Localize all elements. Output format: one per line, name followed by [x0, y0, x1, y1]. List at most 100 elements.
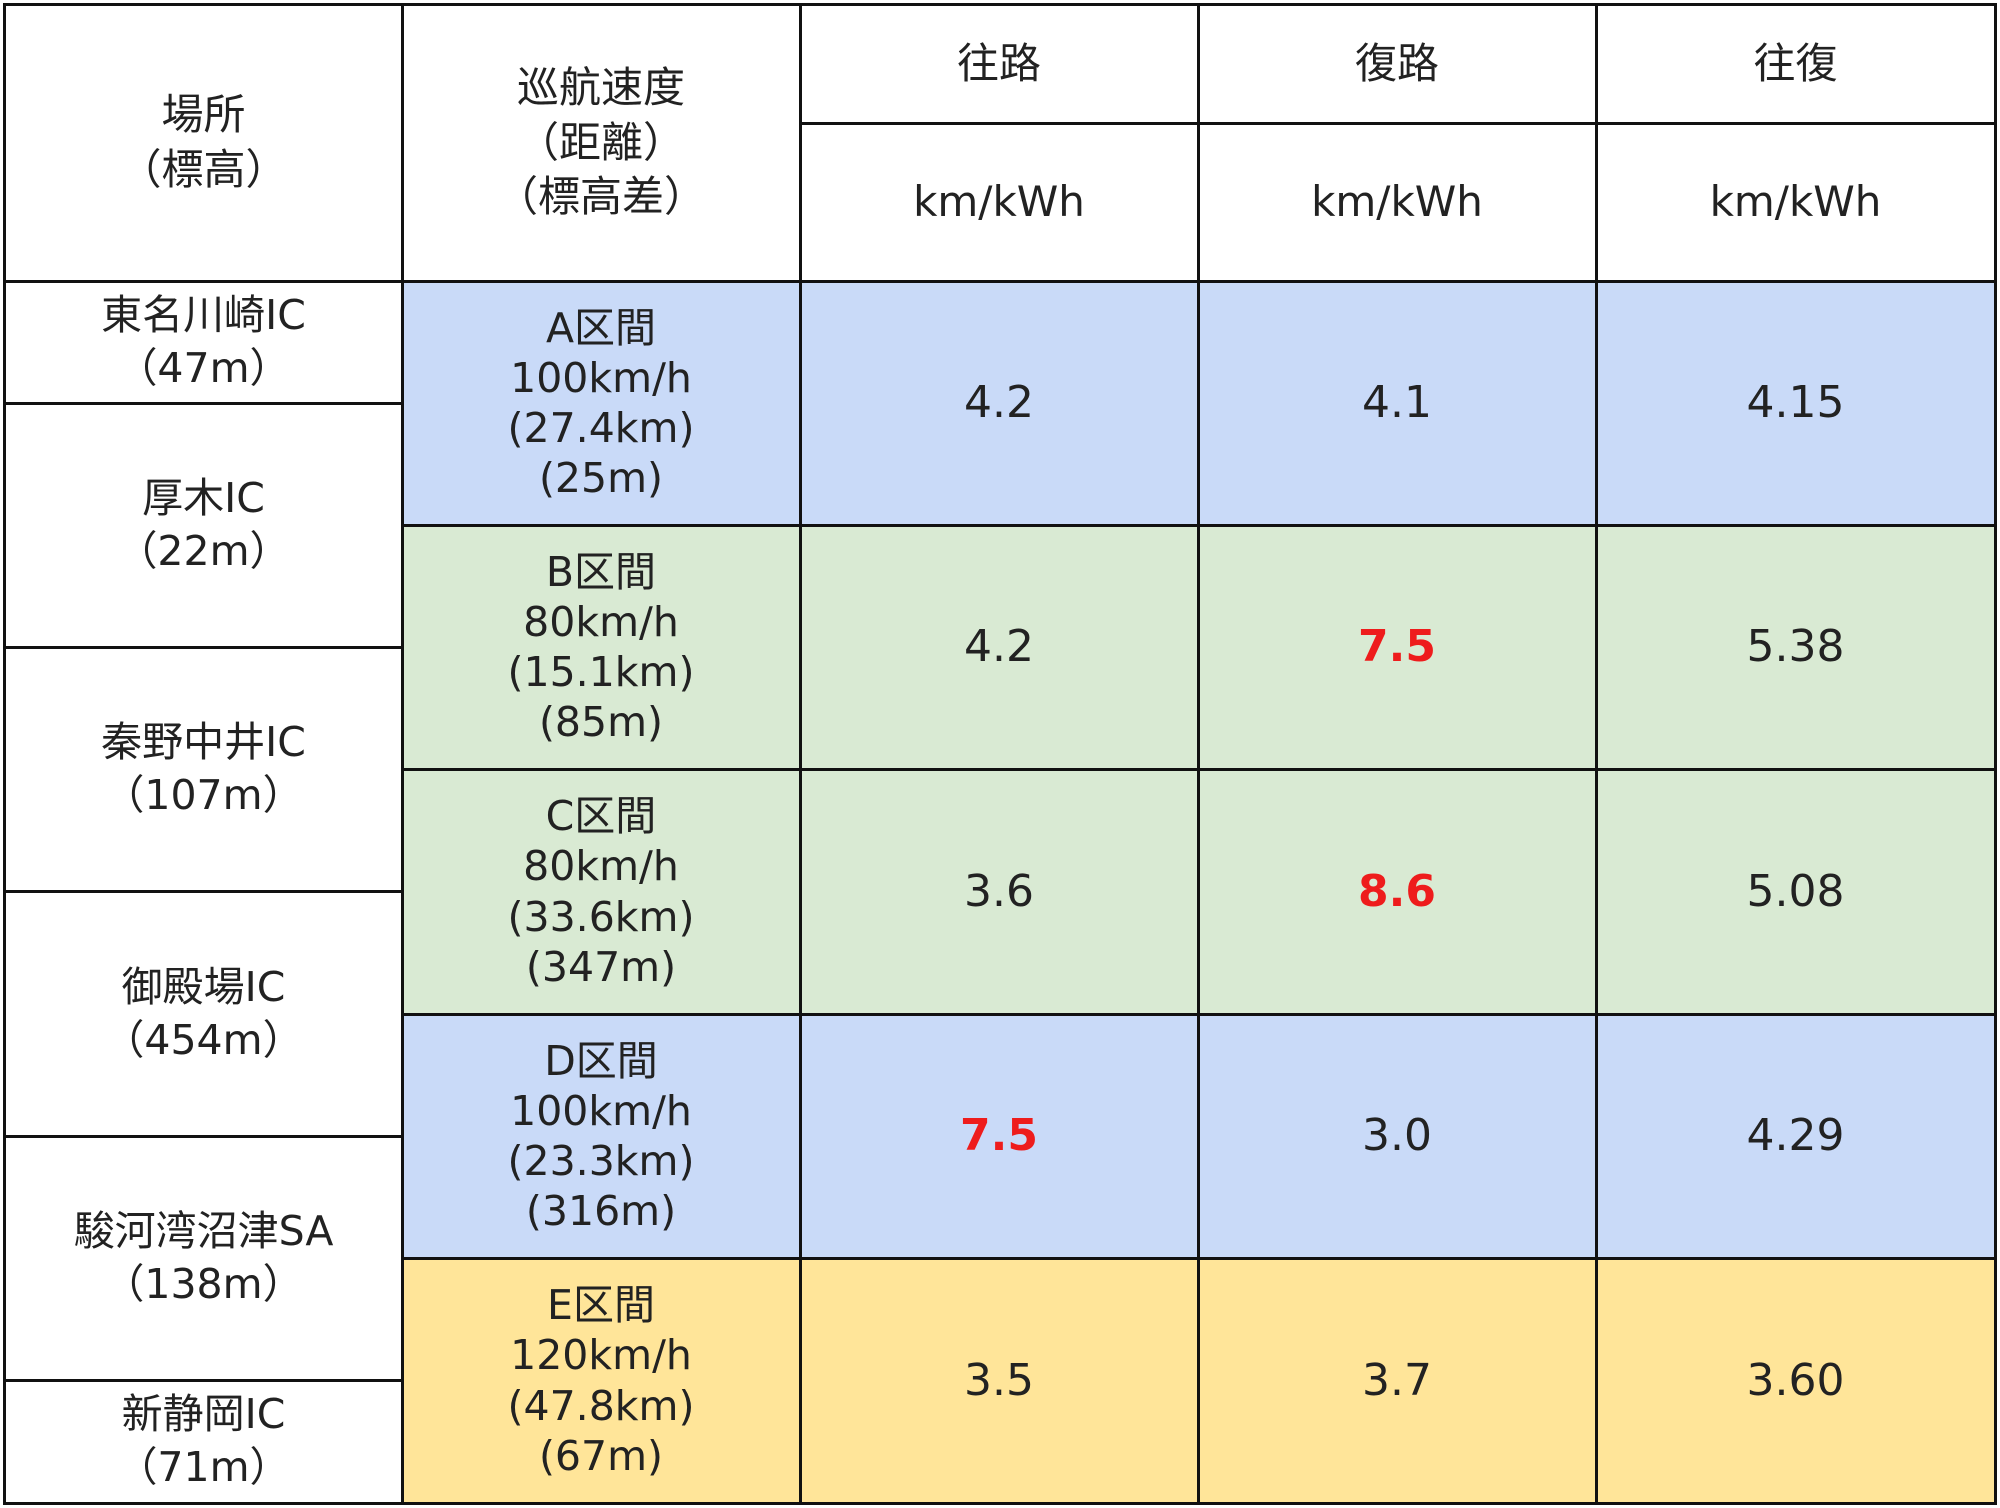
- value-cell-inbound: 8.6: [1198, 769, 1596, 1014]
- table-rule: [401, 3, 404, 1505]
- location-cell: 御殿場IC （454m）: [5, 954, 402, 1074]
- table-rule: [3, 646, 403, 649]
- segment-line: (15.1km): [507, 648, 695, 696]
- location-cell: 東名川崎IC （47m）: [5, 282, 402, 402]
- segment-line: 80km/h: [523, 597, 679, 646]
- value-round-trip: 5.38: [1746, 621, 1845, 673]
- table-rule: [1994, 3, 1997, 1505]
- header-distance-label: （距離）: [516, 117, 685, 167]
- segment-line: 80km/h: [523, 842, 679, 891]
- segment-line: (23.3km): [507, 1137, 695, 1185]
- value-inbound: 8.6: [1358, 865, 1436, 917]
- value-round-trip: 3.60: [1746, 1354, 1845, 1406]
- location-elevation: （71m）: [116, 1443, 291, 1491]
- value-cell-round-trip: 5.38: [1596, 525, 1995, 769]
- header-inbound: 復路: [1354, 38, 1439, 88]
- value-inbound: 7.5: [1358, 621, 1436, 673]
- value-cell-inbound: 3.7: [1198, 1258, 1596, 1503]
- header-speed-cell: 巡航速度 （距離） （標高差）: [402, 5, 800, 281]
- table-rule: [402, 524, 1995, 527]
- header-speed-label: 巡航速度: [516, 63, 685, 113]
- value-outbound: 4.2: [964, 621, 1034, 673]
- unit-outbound: km/kWh: [913, 176, 1085, 226]
- header-place-label: 場所: [161, 90, 246, 140]
- segment-line: (85m): [538, 698, 664, 747]
- location-elevation: （47m）: [116, 344, 291, 392]
- value-cell-outbound: 3.6: [800, 769, 1198, 1014]
- location-elevation: （22m）: [116, 527, 291, 575]
- header-place-sub-label: （標高）: [119, 145, 288, 194]
- location-elevation: （107m）: [103, 771, 304, 819]
- segment-line: (67m): [538, 1431, 664, 1480]
- table-rule: [3, 402, 403, 405]
- value-cell-outbound: 3.5: [800, 1258, 1198, 1503]
- unit-inbound: km/kWh: [1311, 176, 1483, 226]
- value-cell-round-trip: 3.60: [1596, 1258, 1995, 1503]
- value-cell-inbound: 7.5: [1198, 525, 1596, 769]
- location-cell: 駿河湾沼津SA （138m）: [5, 1198, 402, 1318]
- segment-line: (47.8km): [507, 1381, 695, 1430]
- value-outbound: 3.5: [964, 1354, 1034, 1406]
- table-rule: [3, 3, 1997, 6]
- table-rule: [402, 768, 1995, 771]
- header-round-trip: 往復: [1753, 38, 1838, 88]
- location-cell: 厚木IC （22m）: [5, 465, 402, 585]
- segment-line: 100km/h: [510, 353, 692, 402]
- value-inbound: 3.7: [1362, 1354, 1432, 1406]
- value-round-trip: 4.15: [1746, 377, 1845, 429]
- value-cell-outbound: 4.2: [800, 525, 1198, 769]
- value-inbound: 3.0: [1362, 1110, 1432, 1162]
- table-rule: [3, 1135, 403, 1138]
- segment-line: (33.6km): [507, 892, 695, 941]
- location-cell: 新静岡IC （71m）: [5, 1381, 402, 1501]
- segment-line: E区間: [547, 1281, 655, 1330]
- value-outbound: 3.6: [964, 865, 1034, 917]
- table-rule: [800, 122, 1995, 125]
- unit-round-trip: km/kWh: [1709, 176, 1882, 226]
- value-round-trip: 5.08: [1746, 865, 1845, 917]
- value-inbound: 4.1: [1362, 377, 1432, 429]
- table-rule: [799, 3, 802, 1505]
- value-cell-round-trip: 4.29: [1596, 1014, 1995, 1258]
- table-rule: [1197, 3, 1200, 1505]
- header-place-cell: 場所 （標高）: [5, 5, 402, 281]
- segment-line: B区間: [545, 547, 657, 596]
- segment-line: 120km/h: [510, 1331, 692, 1380]
- value-outbound: 7.5: [960, 1110, 1038, 1162]
- table-rule: [402, 1013, 1995, 1016]
- header-elevation-diff-label: （標高差）: [495, 172, 706, 222]
- segment-line: (316m): [525, 1187, 677, 1236]
- segment-line: C区間: [545, 792, 657, 841]
- segment-cell: B区間 80km/h (15.1km) (85m): [402, 525, 800, 769]
- value-cell-outbound: 4.2: [800, 281, 1198, 525]
- location-cell: 秦野中井IC （107m）: [5, 709, 402, 829]
- segment-line: (347m): [525, 942, 677, 991]
- location-name: 御殿場IC: [121, 962, 286, 1011]
- value-cell-round-trip: 4.15: [1596, 281, 1995, 525]
- location-elevation: （454m）: [103, 1016, 304, 1064]
- segment-line: D区間: [544, 1036, 658, 1085]
- value-cell-round-trip: 5.08: [1596, 769, 1995, 1014]
- segment-line: A区間: [545, 303, 657, 352]
- table-rule: [3, 280, 1997, 283]
- location-elevation: （138m）: [103, 1260, 304, 1308]
- segment-cell: C区間 80km/h (33.6km) (347m): [402, 769, 800, 1014]
- table-rule: [3, 3, 6, 1505]
- value-cell-inbound: 3.0: [1198, 1014, 1596, 1258]
- location-name: 新静岡IC: [121, 1389, 286, 1438]
- table-rule: [402, 1257, 1995, 1260]
- value-cell-outbound: 7.5: [800, 1014, 1198, 1258]
- segment-line: 100km/h: [510, 1086, 692, 1135]
- segment-cell: E区間 120km/h (47.8km) (67m): [402, 1258, 800, 1503]
- location-name: 秦野中井IC: [101, 717, 306, 766]
- segment-line: (25m): [538, 454, 664, 503]
- value-cell-inbound: 4.1: [1198, 281, 1596, 525]
- table-rule: [3, 890, 403, 893]
- location-name: 東名川崎IC: [101, 290, 306, 339]
- segment-cell: A区間 100km/h (27.4km) (25m): [402, 281, 800, 525]
- table-rule: [3, 1379, 403, 1382]
- value-round-trip: 4.29: [1746, 1110, 1845, 1162]
- location-name: 駿河湾沼津SA: [73, 1206, 334, 1255]
- segment-cell: D区間 100km/h (23.3km) (316m): [402, 1014, 800, 1258]
